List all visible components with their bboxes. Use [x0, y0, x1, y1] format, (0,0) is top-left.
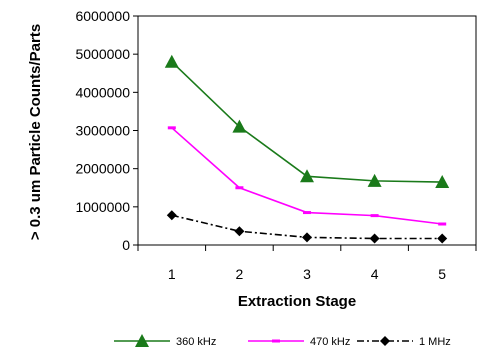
y-tick-label: 6000000 — [75, 8, 130, 24]
y-tick-label: 4000000 — [75, 84, 130, 100]
y-tick-label: 1000000 — [75, 199, 130, 215]
x-tick-label: 1 — [168, 266, 176, 282]
legend-marker — [272, 339, 280, 343]
y-tick-label: 2000000 — [75, 161, 130, 177]
data-point — [235, 186, 244, 190]
data-point — [232, 119, 247, 133]
series-1 — [167, 126, 447, 226]
legend-label: 360 kHz — [176, 336, 216, 348]
x-axis-title: Extraction Stage — [238, 293, 356, 310]
data-point — [438, 222, 447, 226]
y-axis-ticks: 0 1000000 2000000 3000000 4000000 5000000 6000… — [75, 8, 138, 253]
x-tick-label: 2 — [236, 266, 244, 282]
data-point — [435, 175, 450, 189]
plot-frame — [137, 15, 477, 246]
series-layer — [164, 54, 450, 244]
legend: 360 kHz 470 kHz 1 MHz — [114, 334, 451, 348]
data-point — [302, 232, 312, 243]
legend-marker — [135, 334, 149, 347]
x-tick-label: 4 — [371, 266, 379, 282]
data-point — [164, 54, 179, 68]
legend-marker — [380, 336, 390, 346]
data-point — [437, 233, 448, 244]
plot-area — [137, 15, 477, 246]
legend-item-2: 1 MHz — [357, 336, 451, 348]
x-tick-label: 5 — [438, 266, 446, 282]
y-tick-label: 3000000 — [75, 123, 130, 139]
data-point — [303, 211, 311, 215]
x-tick-label: 3 — [303, 266, 311, 282]
data-point — [367, 173, 382, 187]
x-axis-ticks: 1 2 3 4 5 — [137, 245, 477, 282]
data-point — [370, 214, 379, 218]
legend-item-1: 470 kHz — [248, 336, 350, 348]
data-point — [369, 233, 380, 244]
series-0 — [164, 54, 450, 189]
data-point — [167, 126, 176, 130]
legend-label: 470 kHz — [310, 336, 350, 348]
data-point — [166, 210, 177, 221]
y-tick-label: 5000000 — [75, 46, 130, 62]
legend-item-0: 360 kHz — [114, 334, 216, 348]
y-axis-title: > 0.3 um Particle Counts/Parts — [27, 24, 44, 240]
y-tick-label: 0 — [122, 237, 130, 253]
legend-label: 1 MHz — [419, 336, 451, 348]
data-point — [300, 169, 314, 183]
data-point — [234, 226, 245, 237]
series-2 — [166, 210, 448, 244]
